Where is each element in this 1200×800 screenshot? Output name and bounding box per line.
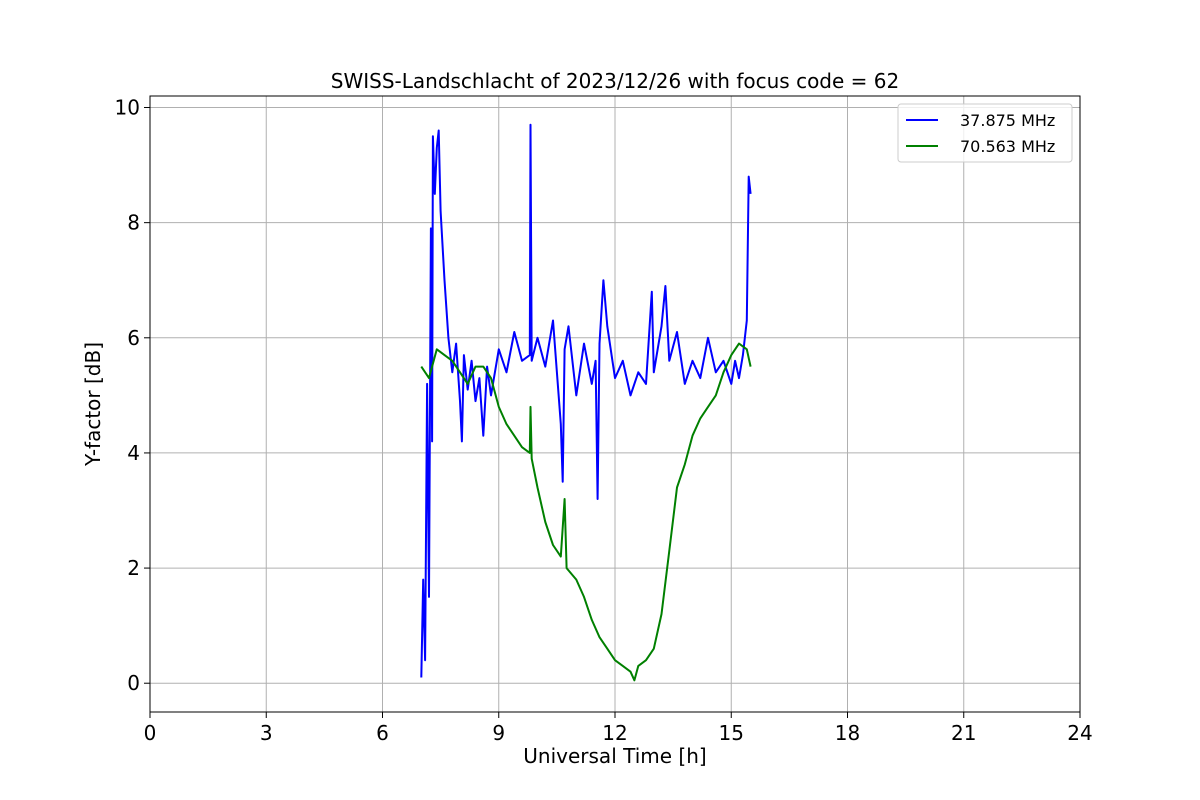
- x-tick-label: 21: [951, 721, 976, 745]
- y-tick-label: 8: [127, 211, 140, 235]
- y-tick-label: 2: [127, 556, 140, 580]
- legend: 37.875 MHz 70.563 MHz: [897, 103, 1073, 163]
- y-tick-label: 6: [127, 326, 140, 350]
- y-axis-label: Y-factor [dB]: [81, 342, 105, 467]
- chart-title: SWISS-Landschlacht of 2023/12/26 with fo…: [331, 69, 899, 93]
- y-tick-label: 0: [127, 671, 140, 695]
- x-tick-label: 3: [260, 721, 273, 745]
- x-tick-label: 18: [835, 721, 860, 745]
- y-tick-label: 4: [127, 441, 140, 465]
- y-tick-label: 10: [115, 96, 140, 120]
- x-tick-label: 6: [376, 721, 389, 745]
- x-tick-label: 0: [144, 721, 157, 745]
- legend-label-1: 70.563 MHz: [960, 137, 1055, 156]
- x-tick-label: 24: [1067, 721, 1092, 745]
- x-axis-label: Universal Time [h]: [523, 744, 706, 768]
- series-layer: [420, 123, 752, 682]
- legend-box: [897, 103, 1073, 163]
- x-tick-label: 15: [719, 721, 744, 745]
- x-tick-label: 9: [492, 721, 505, 745]
- legend-label-0: 37.875 MHz: [960, 111, 1055, 130]
- series-line-0: [420, 123, 752, 678]
- series-line-1: [420, 342, 752, 682]
- x-tick-label: 12: [602, 721, 627, 745]
